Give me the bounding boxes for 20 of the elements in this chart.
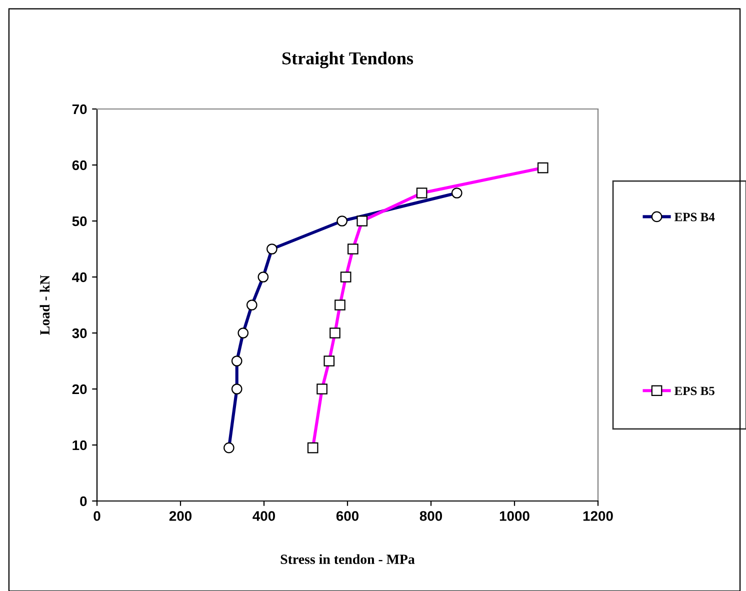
y-tick-label: 0 <box>80 496 87 506</box>
y-tick-label: 20 <box>72 384 87 394</box>
x-tick-label: 400 <box>252 511 276 521</box>
y-tick-label: 70 <box>72 104 87 114</box>
y-tick-label: 50 <box>72 216 87 226</box>
x-axis-title: Stress in tendon - MPa <box>280 554 415 564</box>
x-tick-label: 0 <box>94 511 100 521</box>
legend-label: EPS B4 <box>674 212 715 222</box>
y-tick-label: 10 <box>72 440 87 450</box>
y-tick-label: 60 <box>72 160 87 170</box>
y-tick-label: 40 <box>72 272 87 282</box>
x-tick-label: 200 <box>169 511 192 521</box>
legend-label: EPS B5 <box>674 386 714 396</box>
x-tick-label: 1200 <box>583 511 613 521</box>
x-tick-label: 800 <box>420 511 442 521</box>
y-tick-label: 30 <box>72 328 87 338</box>
x-tick-label: 600 <box>336 511 359 521</box>
y-axis-title: Load - kN <box>40 275 50 335</box>
chart-title: Straight Tendons <box>282 52 414 68</box>
x-tick-label: 1000 <box>500 511 530 521</box>
